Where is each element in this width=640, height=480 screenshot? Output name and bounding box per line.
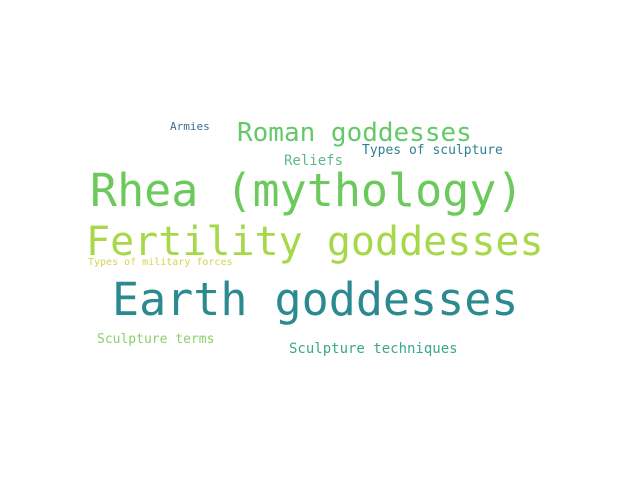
word-fertility-goddesses: Fertility goddesses: [86, 219, 544, 265]
word-sculpture-terms: Sculpture terms: [97, 332, 215, 347]
word-rhea-mythology: Rhea (mythology): [90, 164, 524, 217]
word-reliefs: Reliefs: [284, 153, 344, 169]
word-sculpture-techniques: Sculpture techniques: [289, 341, 458, 357]
word-armies: Armies: [170, 120, 210, 133]
word-roman-goddesses: Roman goddesses: [237, 118, 472, 148]
word-types-of-sculpture: Types of sculpture: [362, 143, 503, 158]
word-earth-goddesses: Earth goddesses: [112, 273, 519, 326]
word-types-of-military-forces: Types of military forces: [88, 257, 233, 268]
